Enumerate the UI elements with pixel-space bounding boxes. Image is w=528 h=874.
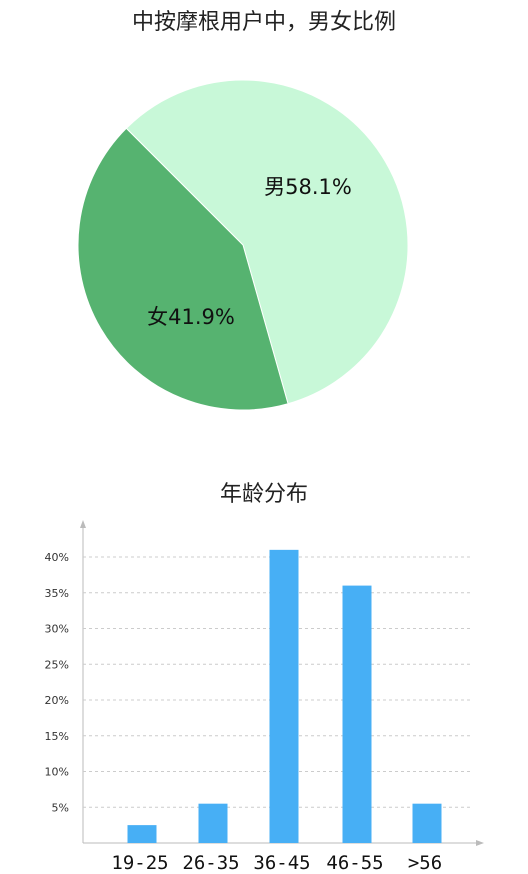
bar <box>198 803 228 843</box>
x-tick-label: 36-45 <box>253 852 310 874</box>
y-tick-label: 10% <box>45 766 69 779</box>
y-axis-arrow-icon <box>80 520 86 528</box>
bar-chart-title: 年龄分布 <box>219 482 308 507</box>
pie-label-male: 男58.1% <box>264 175 352 199</box>
x-tick-label: 26-35 <box>182 852 239 874</box>
x-tick-label: 46-55 <box>326 852 383 874</box>
y-tick-label: 25% <box>45 658 69 671</box>
pie-slice-male <box>125 79 409 405</box>
bar <box>269 549 299 843</box>
y-tick-label: 30% <box>45 623 69 636</box>
pie-chart: 男58.1% 女41.9% <box>77 79 409 411</box>
pie-chart-title: 中按摩根用户中，男女比例 <box>131 10 396 35</box>
bar <box>127 825 157 843</box>
y-tick-label: 35% <box>45 587 69 600</box>
bar <box>342 585 372 843</box>
bar <box>412 803 442 843</box>
x-tick-label: >56 <box>408 852 442 874</box>
y-tick-label: 5% <box>52 801 69 814</box>
x-tick-label: 19-25 <box>111 852 168 874</box>
y-tick-label: 15% <box>45 730 69 743</box>
y-tick-label: 20% <box>45 694 69 707</box>
x-axis-arrow-icon <box>476 840 484 846</box>
pie-label-female: 女41.9% <box>147 305 235 329</box>
pie-slice-female <box>77 127 289 411</box>
y-tick-label: 40% <box>45 551 69 564</box>
